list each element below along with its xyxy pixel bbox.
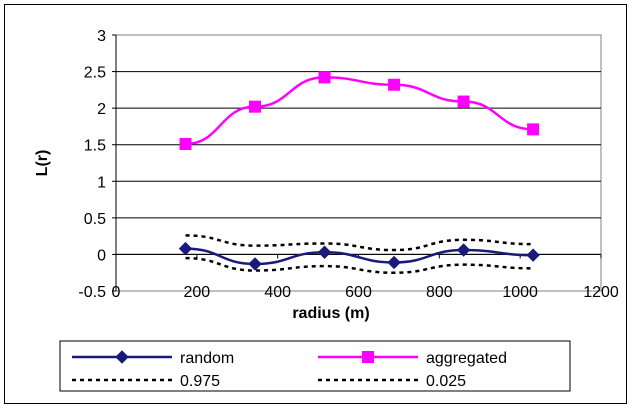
x-tick-label: 200 — [183, 284, 210, 301]
data-point-random — [317, 245, 332, 259]
axes — [112, 34, 602, 292]
legend-label: aggregated — [426, 350, 507, 367]
y-tick-label: -0.5 — [78, 284, 106, 301]
y-tick-label: 0 — [97, 247, 106, 264]
data-point-aggregated — [457, 95, 470, 108]
x-tick-label: 1200 — [583, 284, 619, 301]
legend-box — [59, 340, 571, 392]
legend-marker-aggregated — [362, 351, 374, 363]
x-tick-label: 800 — [426, 284, 453, 301]
tick-labels: -0.5 0 0.5 1 1.5 2 2.5 3 0 200 400 600 800 1000 1200 — [78, 28, 618, 301]
y-axis-title: L(r) — [34, 150, 51, 177]
y-tick-label: 1.5 — [84, 138, 106, 155]
data-point-aggregated — [527, 123, 540, 136]
series-line-0-975 — [185, 234, 534, 252]
data-point-aggregated — [388, 78, 401, 91]
data-point-aggregated — [249, 100, 262, 113]
legend: random aggregated 0.975 0.025 — [59, 340, 571, 392]
data-point-aggregated — [318, 71, 331, 84]
x-axis-title: radius (m) — [292, 305, 369, 322]
data-point-random — [526, 248, 540, 262]
legend-marker-random — [115, 350, 129, 364]
data-point-random — [248, 257, 262, 271]
data-point-random — [456, 243, 471, 257]
legend-label: 0.025 — [426, 373, 466, 390]
x-tick-label: 1000 — [502, 284, 538, 301]
data-point-random — [178, 241, 193, 256]
y-tick-label: 2 — [97, 101, 106, 118]
chart-frame — [4, 4, 627, 404]
x-tick-label: 0 — [112, 284, 121, 301]
plot-area — [115, 34, 602, 292]
series-line-aggregated — [185, 76, 534, 146]
legend-label: 0.975 — [180, 373, 220, 390]
legend-label: random — [180, 350, 234, 367]
y-tick-label: 0.5 — [84, 211, 106, 228]
y-tick-label: 3 — [97, 28, 106, 45]
data-point-aggregated — [179, 137, 192, 150]
y-tick-label: 2.5 — [84, 65, 106, 82]
series-markers — [178, 71, 540, 271]
y-tick-label: 1 — [97, 174, 106, 191]
series-line-0-025 — [185, 256, 534, 274]
x-tick-label: 600 — [345, 284, 372, 301]
x-tick-label: 400 — [264, 284, 291, 301]
data-point-random — [387, 255, 401, 270]
